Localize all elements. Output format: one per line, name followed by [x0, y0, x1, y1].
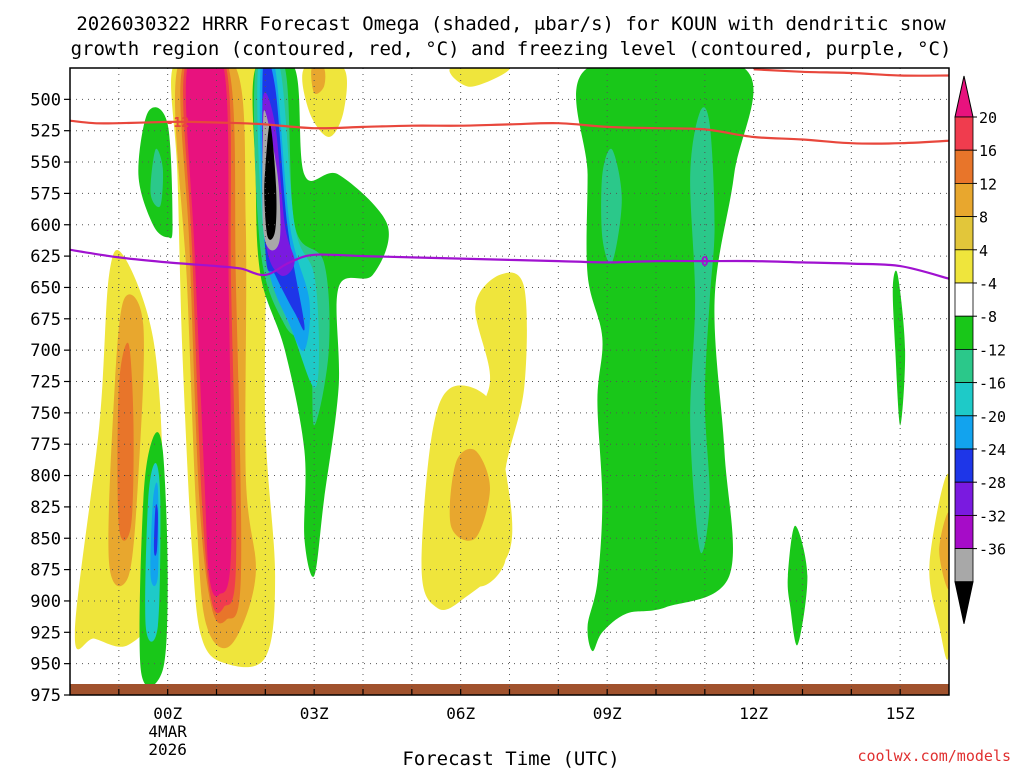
chart-title-line2: growth region (contoured, red, °C) and f… — [71, 38, 952, 60]
y-tick-label-800: 800 — [30, 467, 61, 487]
colorbar-swatch-9 — [954, 415, 974, 450]
omega-region-30 — [601, 148, 622, 264]
colorbar-label-11: -28 — [979, 474, 1006, 492]
colorbar-label-13: -36 — [979, 541, 1006, 559]
colorbar-label-7: -12 — [979, 341, 1006, 359]
x-tick-label-12: 12Z — [739, 704, 768, 723]
y-tick-label-950: 950 — [30, 655, 61, 675]
chart-title-line1: 2026030322 HRRR Forecast Omega (shaded, … — [76, 13, 946, 35]
x-tick-label-9: 09Z — [593, 704, 622, 723]
omega-region-28 — [576, 68, 754, 652]
y-tick-label-600: 600 — [30, 216, 61, 236]
contour-freezing-level-2 — [70, 248, 949, 280]
contour-label-0: -12 — [166, 116, 189, 131]
x-tick-label-0: 00Z — [153, 704, 182, 723]
x-tick-label-3: 03Z — [300, 704, 329, 723]
colorbar: 20 16 12 8 4 -4 -8 -12 -16 -20 -24 -28 -32 -36 — [954, 75, 1006, 624]
omega-region-4 — [150, 148, 164, 208]
y-tick-label-500: 500 — [30, 90, 61, 110]
colorbar-label-2: 12 — [979, 175, 997, 193]
colorbar-label-8: -16 — [979, 375, 1006, 393]
colorbar-swatch-7 — [954, 348, 974, 383]
colorbar-label-3: 8 — [979, 209, 988, 227]
omega-shaded-field — [74, 68, 949, 687]
y-tick-label-575: 575 — [30, 184, 61, 204]
colorbar-swatch-3 — [954, 216, 974, 251]
colorbar-label-4: 4 — [979, 242, 988, 260]
y-tick-label-925: 925 — [30, 623, 61, 643]
omega-region-27 — [449, 448, 490, 541]
omega-region-29 — [690, 107, 715, 554]
y-tick-label-825: 825 — [30, 498, 61, 518]
colorbar-top-arrow — [954, 75, 974, 118]
colorbar-swatch-13 — [954, 548, 974, 583]
colorbar-bottom-arrow — [954, 581, 974, 624]
pressure-axis: 500 525 550 575 600 625 650 675 700 725 750 775 800 8… — [30, 90, 70, 706]
credit-text: coolwx.com/models — [857, 747, 1011, 765]
y-tick-label-875: 875 — [30, 561, 61, 581]
colorbar-label-1: 16 — [979, 142, 997, 160]
colorbar-swatch-12 — [954, 515, 974, 550]
contour-isotherm-1 — [753, 68, 949, 77]
colorbar-label-9: -20 — [979, 408, 1006, 426]
omega-region-23 — [264, 124, 277, 240]
y-tick-label-975: 975 — [30, 686, 61, 706]
colorbar-label-12: -32 — [979, 507, 1006, 525]
omega-region-8 — [153, 504, 158, 556]
contour-isotherm-0 — [70, 119, 949, 145]
omega-region-15 — [311, 68, 326, 95]
y-tick-label-775: 775 — [30, 435, 61, 455]
y-tick-label-675: 675 — [30, 310, 61, 330]
colorbar-swatch-11 — [954, 481, 974, 516]
contour-label-2: 0 — [701, 255, 709, 270]
omega-region-2 — [117, 342, 134, 541]
colorbar-label-5: -4 — [979, 275, 997, 293]
y-tick-label-900: 900 — [30, 592, 61, 612]
colorbar-swatch-2 — [954, 182, 974, 217]
y-tick-label-650: 650 — [30, 278, 61, 298]
y-tick-label-750: 750 — [30, 404, 61, 424]
y-tick-label-625: 625 — [30, 247, 61, 267]
grid-lines — [70, 68, 949, 695]
colorbar-swatch-8 — [954, 382, 974, 417]
colorbar-swatch-0 — [954, 116, 974, 151]
omega-region-13 — [185, 68, 232, 597]
omega-region-31 — [892, 270, 906, 426]
omega-region-24 — [449, 68, 510, 87]
colorbar-swatch-6 — [954, 315, 974, 350]
colorbar-label-0: 20 — [979, 109, 997, 127]
x-axis-label: Forecast Time (UTC) — [402, 748, 619, 768]
colorbar-label-6: -8 — [979, 308, 997, 326]
omega-region-33 — [929, 473, 949, 660]
omega-region-32 — [787, 525, 808, 646]
colorbar-swatch-5 — [954, 282, 974, 317]
colorbar-swatch-4 — [954, 249, 974, 284]
colorbar-swatch-10 — [954, 448, 974, 483]
y-tick-label-550: 550 — [30, 153, 61, 173]
y-tick-label-725: 725 — [30, 373, 61, 393]
y-tick-label-525: 525 — [30, 122, 61, 142]
x-tick-year: 2026 — [148, 740, 187, 759]
y-tick-label-700: 700 — [30, 341, 61, 361]
x-tick-label-6: 06Z — [446, 704, 475, 723]
x-tick-date: 4MAR — [148, 722, 187, 741]
colorbar-label-10: -24 — [979, 441, 1006, 459]
colorbar-swatch-1 — [954, 149, 974, 184]
x-tick-label-15: 15Z — [886, 704, 915, 723]
y-tick-label-850: 850 — [30, 529, 61, 549]
temperature-contours: -12 0 — [70, 68, 949, 280]
